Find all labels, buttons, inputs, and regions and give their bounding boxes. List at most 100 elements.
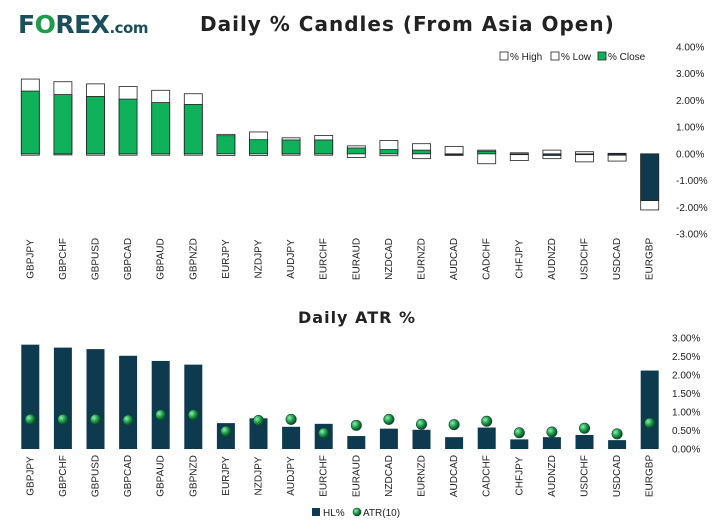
atr-hl-bar-usdcad [608, 440, 627, 449]
candle-close-gbpjpy [20, 90, 40, 155]
candle-ytick: -1.00% [676, 176, 708, 187]
logo-letter-f: F [18, 10, 35, 39]
atr-marker-eurchf [318, 427, 330, 439]
candle-close-nzdcad [379, 149, 399, 155]
atr-xtick-gbpnzd: GBPNZD [188, 455, 199, 497]
atr-xtick-eurnzd: EURNZD [417, 455, 428, 497]
atr-xtick-cadchf: CADCHF [482, 455, 493, 497]
candles-chart-title: Daily % Candles (From Asia Open) [200, 12, 615, 36]
atr-marker-nzdcad [383, 413, 395, 425]
atr-xtick-audjpy: AUDJPY [286, 456, 297, 496]
candle-legend-label-1: % Low [561, 52, 592, 63]
candle-ytick: 4.00% [676, 43, 704, 54]
candle-close-gbpaud [151, 102, 171, 155]
atr-marker-gbpjpy [24, 413, 36, 425]
atr-hl-bar-gbpjpy [21, 344, 40, 449]
candle-ytick: 0.00% [676, 149, 704, 160]
atr-hl-bar-gbpcad [119, 355, 138, 449]
candle-range-audcad [444, 145, 464, 156]
atr-xtick-audnzd: AUDNZD [547, 455, 558, 497]
candle-close-cadchf [477, 150, 497, 155]
atr-hl-bar-nzdjpy [249, 418, 268, 449]
atr-marker-gbpchf [57, 413, 69, 425]
candle-legend-swatch-2 [597, 51, 607, 61]
candle-close-gbpnzd [183, 104, 203, 155]
atr-ytick: 0.50% [672, 426, 700, 437]
atr-marker-gbpaud [155, 409, 167, 421]
candle-close-nzdjpy [249, 139, 268, 155]
candle-xtick-eurgbp: EURGBP [645, 238, 656, 281]
logo-ring-icon: O [34, 10, 56, 39]
atr-hl-bar-usdchf [575, 434, 594, 449]
logo-letters-rex: REX [55, 10, 110, 39]
candle-xtick-audcad: AUDCAD [449, 238, 460, 280]
atr-ytick: 2.50% [672, 352, 700, 363]
atr-marker-usdchf [578, 422, 590, 434]
atr-marker-audnzd [546, 426, 558, 438]
candle-legend-label-2: % Close [608, 52, 646, 63]
candle-xtick-gbpjpy: GBPJPY [25, 239, 36, 279]
candles-chart: GBPJPY GBPCHF GBPUSD GBPCAD GBPAUD GBPNZD EURJ… [20, 43, 708, 281]
candle-close-eurgbp [640, 153, 660, 202]
atr-marker-euraud [350, 419, 362, 431]
candle-close-audcad [444, 153, 464, 156]
atr-xtick-chfjpy: CHFJPY [514, 456, 525, 495]
atr-ytick: 1.00% [672, 408, 700, 419]
atr-marker-audcad [448, 419, 460, 431]
candle-xtick-eurjpy: EURJPY [221, 239, 232, 279]
candle-ytick: -2.00% [676, 203, 708, 214]
atr-xtick-gbpjpy: GBPJPY [25, 456, 36, 496]
atr-xtick-eurjpy: EURJPY [221, 456, 232, 496]
atr-marker-gbpnzd [187, 409, 199, 421]
atr-marker-cadchf [481, 415, 493, 427]
atr-marker-nzdjpy [253, 415, 265, 427]
atr-legend-label-atr: ATR(10) [363, 508, 400, 519]
atr-xtick-audcad: AUDCAD [449, 455, 460, 497]
atr-ytick: 1.50% [672, 389, 700, 400]
atr-ytick: 0.00% [672, 445, 700, 456]
logo-suffix: .com [109, 19, 148, 37]
atr-hl-bar-cadchf [477, 427, 496, 449]
candle-close-eurnzd [412, 149, 431, 155]
candle-close-euraud [346, 147, 366, 155]
candle-xtick-usdcad: USDCAD [612, 238, 623, 280]
candle-xtick-euraud: EURAUD [351, 238, 362, 280]
atr-hl-bar-eurnzd [412, 429, 431, 449]
atr-xtick-gbpchf: GBPCHF [58, 455, 69, 497]
candle-range-chfjpy [509, 152, 529, 161]
atr-xtick-usdchf: USDCHF [580, 455, 591, 497]
candle-ytick: 1.00% [676, 123, 704, 134]
candle-xtick-gbpchf: GBPCHF [58, 238, 69, 280]
atr-hl-bar-audnzd [542, 437, 561, 449]
atr-hl-bar-gbpchf [53, 347, 72, 449]
atr-marker-chfjpy [513, 427, 525, 439]
atr-xtick-gbpusd: GBPUSD [91, 455, 102, 497]
candle-legend-label-0: % High [510, 52, 542, 63]
candle-xtick-eurchf: EURCHF [319, 238, 330, 280]
candle-close-audnzd [542, 153, 562, 156]
forex-logo[interactable]: FOREX.com [18, 10, 148, 39]
atr-legend-swatch-hl [312, 508, 320, 516]
atr-xtick-nzdjpy: NZDJPY [254, 456, 265, 495]
atr-ytick: 2.00% [672, 371, 700, 382]
candle-close-usdchf [575, 153, 594, 156]
candle-close-chfjpy [509, 153, 529, 156]
candle-xtick-gbpusd: GBPUSD [91, 238, 102, 280]
candle-close-gbpcad [118, 98, 138, 155]
atr-xtick-gbpcad: GBPCAD [123, 455, 134, 497]
atr-hl-bar-eurgbp [640, 370, 659, 449]
candle-legend-swatch-0 [499, 51, 509, 61]
candle-ytick: 2.00% [676, 96, 704, 107]
candle-xtick-usdchf: USDCHF [580, 238, 591, 280]
atr-ytick: 3.00% [672, 334, 700, 345]
atr-hl-bar-gbpusd [86, 349, 105, 449]
atr-marker-gbpusd [90, 413, 102, 425]
candle-xtick-audjpy: AUDJPY [286, 239, 297, 279]
atr-marker-usdcad [611, 428, 623, 440]
candle-legend-swatch-1 [550, 51, 560, 61]
candle-xtick-gbpnzd: GBPNZD [188, 238, 199, 280]
atr-marker-eurnzd [415, 418, 427, 430]
candle-close-eurjpy [216, 135, 236, 155]
candle-xtick-chfjpy: CHFJPY [514, 239, 525, 278]
